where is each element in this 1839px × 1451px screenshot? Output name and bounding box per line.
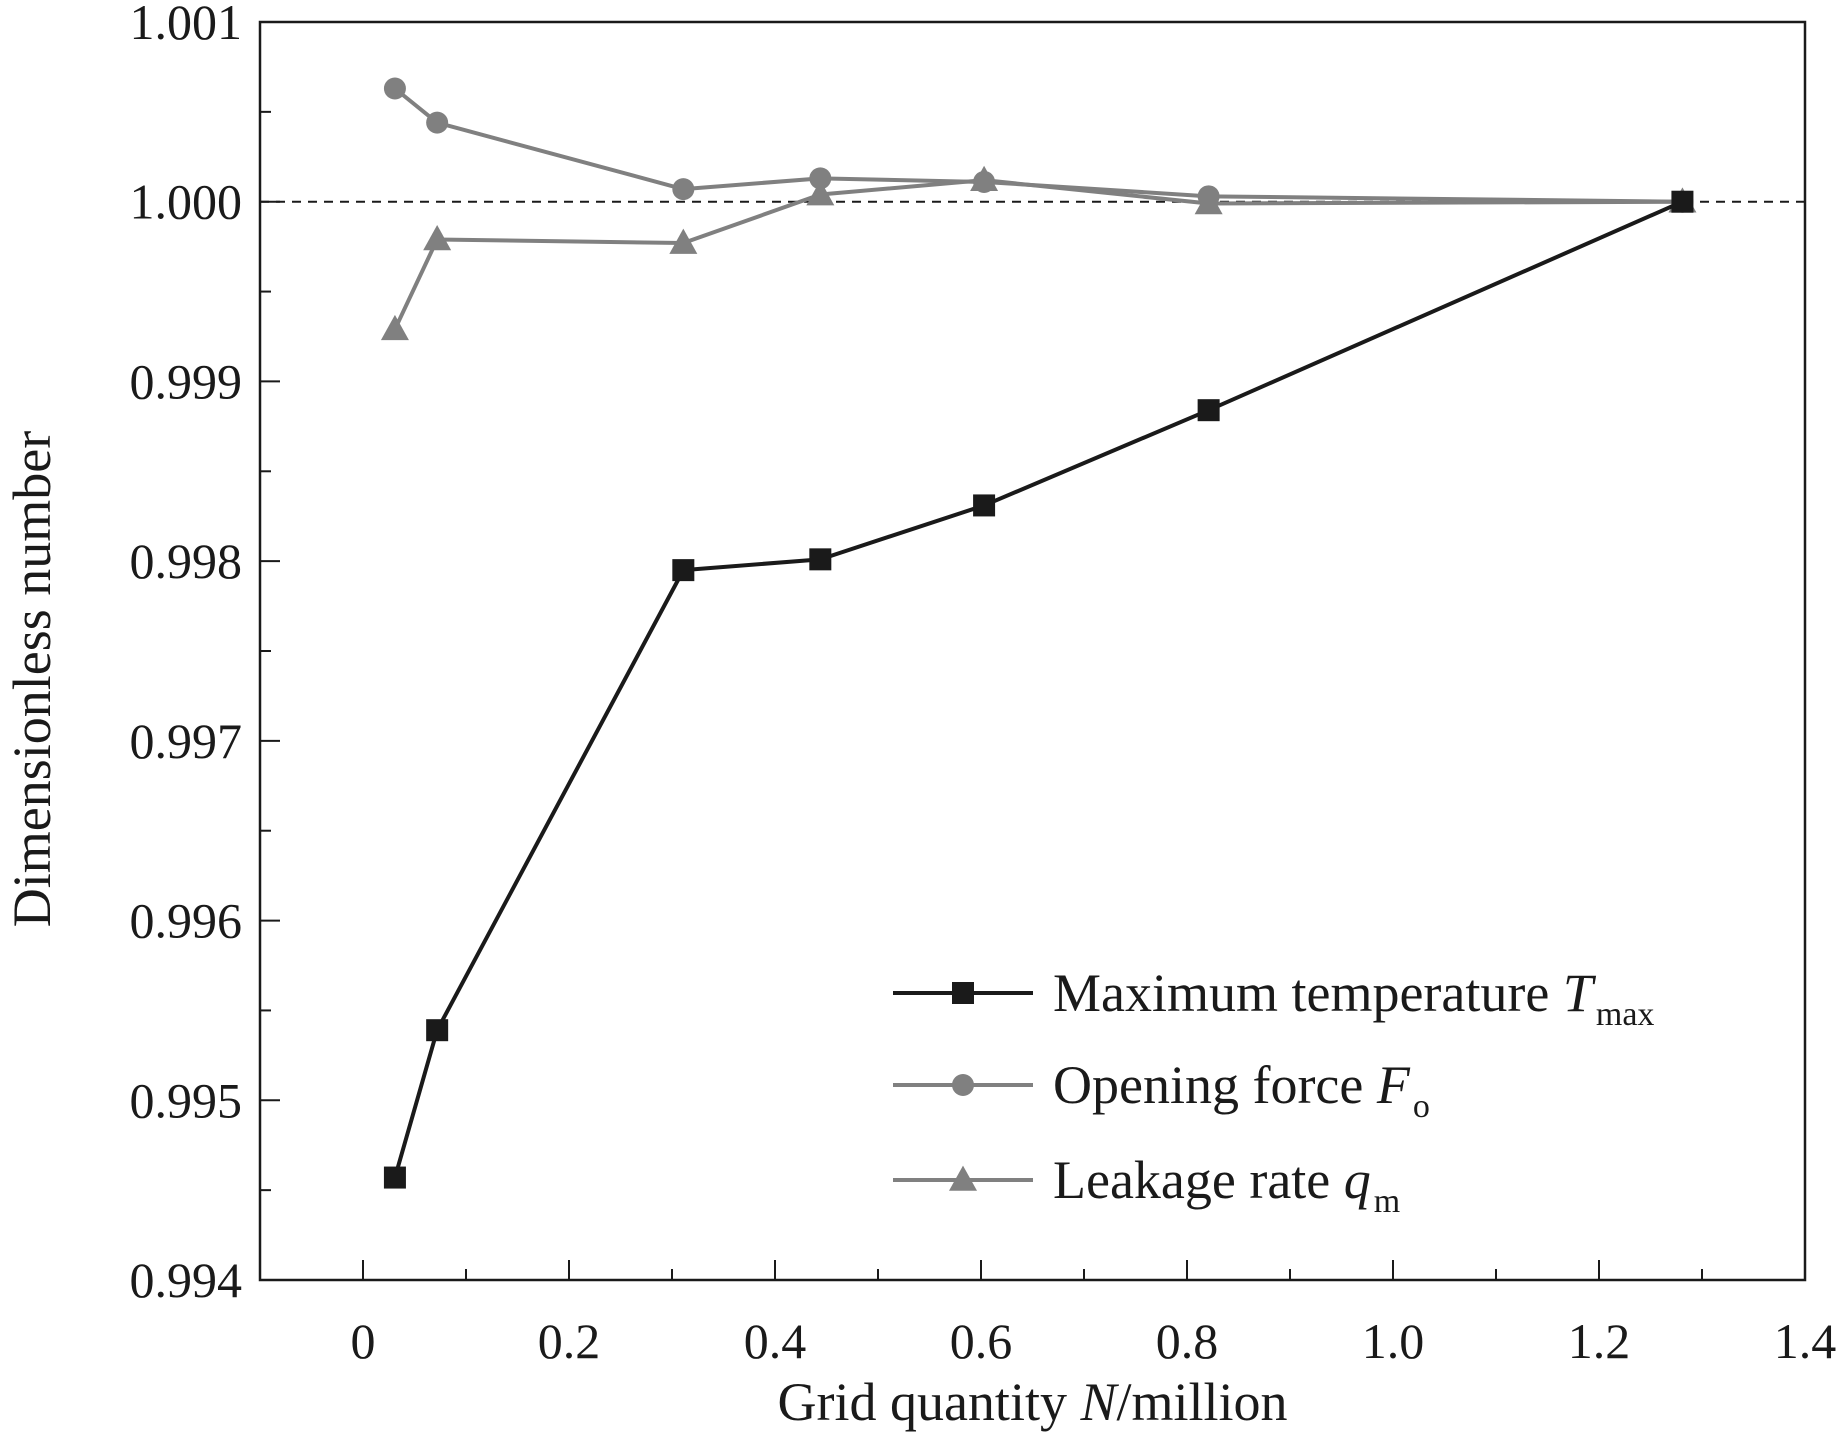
legend-label: Opening force Fo [1053,1055,1430,1125]
y-tick-label: 0.994 [130,1252,243,1308]
y-tick-label: 1.001 [130,0,243,50]
x-tick-label: 1.2 [1568,1313,1631,1369]
x-tick-label: 0.4 [744,1313,807,1369]
y-tick-label: 0.999 [130,353,243,409]
x-tick-label: 0.2 [538,1313,601,1369]
y-tick-labels: 0.994 0.995 0.996 0.997 0.998 0.999 1.000 1.001 [130,0,243,1308]
data-point [383,1166,406,1189]
legend-item-triangle: Leakage rate qm [893,1150,1400,1220]
series-circle [383,77,1694,213]
x-axis-label-suffix: /million [1116,1372,1287,1432]
y-tick-label: 1.000 [130,174,243,230]
data-point [806,180,835,206]
y-tick-label: 0.996 [130,893,243,949]
legend-item-circle: Opening force Fo [893,1055,1430,1125]
series-triangle [380,165,1697,341]
x-tick-labels: 0 0.2 0.4 0.6 0.8 1.0 1.2 1.4 [351,1313,1837,1369]
y-tick-label: 0.995 [130,1072,243,1128]
legend-label: Maximum temperature Tmax [1053,963,1654,1033]
data-point [970,165,999,191]
data-point [426,111,449,134]
legend-item-square: Maximum temperature Tmax [893,963,1654,1033]
series-square [383,190,1694,1189]
x-tick-label: 0.6 [950,1313,1013,1369]
legend-label: Leakage rate qm [1053,1150,1400,1220]
x-tick-label: 0 [351,1313,376,1369]
legend-label-sub: o [1413,1088,1430,1125]
data-point [380,314,409,341]
data-point [426,1019,449,1042]
legend-marker [952,982,974,1004]
x-tick-label: 1.4 [1774,1313,1837,1369]
legend-label-var: q [1344,1150,1371,1210]
series-line [393,199,1684,1179]
data-point [809,167,832,190]
plot-frame [258,20,1807,1282]
data-point [672,178,695,201]
data-point [423,225,452,251]
data-point [1197,399,1220,422]
y-tick-label: 0.997 [130,713,243,769]
x-axis-label-var: N [1079,1372,1119,1432]
legend: Maximum temperature Tmax Opening force Fo… [893,963,1654,1220]
data-point [809,548,832,571]
data-point [669,228,698,254]
y-axis-label: Dimensionless number [2,431,62,927]
data-point [1194,189,1223,215]
data-point [672,559,695,582]
tick-marks [260,110,1703,1280]
legend-marker [949,1165,977,1191]
x-axis-label: Grid quantity N/million [777,1372,1287,1432]
x-axis-label-prefix: Grid quantity [777,1372,1080,1432]
legend-label-var: T [1563,963,1597,1023]
y-tick-label: 0.998 [130,533,243,589]
legend-label-name: Maximum temperature [1053,963,1563,1023]
data-point [383,77,406,100]
data-point [973,494,996,517]
legend-label-sub: max [1596,996,1655,1033]
series-group [380,77,1697,1189]
legend-marker [952,1074,974,1096]
data-point [1671,190,1694,213]
legend-label-sub: m [1374,1183,1400,1220]
legend-label-name: Leakage rate [1053,1150,1344,1210]
legend-label-var: F [1376,1055,1411,1115]
x-tick-label: 0.8 [1156,1313,1219,1369]
x-tick-label: 1.0 [1362,1313,1425,1369]
legend-label-name: Opening force [1053,1055,1377,1115]
